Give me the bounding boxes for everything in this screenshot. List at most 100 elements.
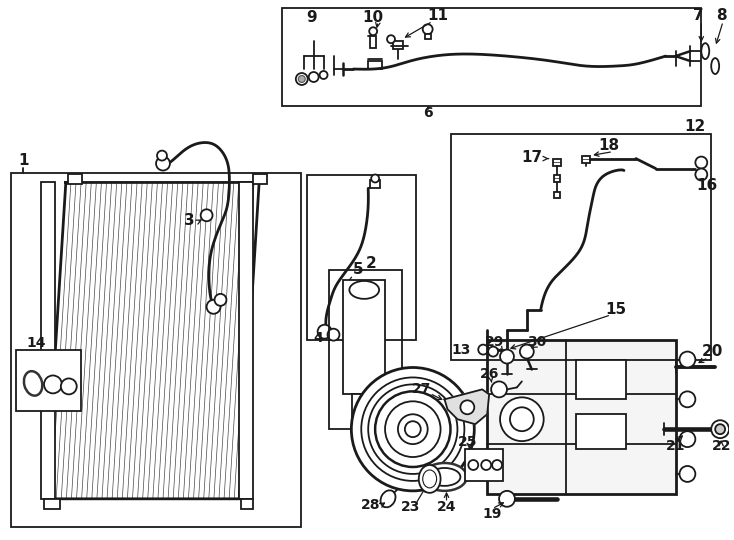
Circle shape [680,392,695,407]
Circle shape [369,27,377,35]
Circle shape [371,174,379,183]
Bar [41,183,55,499]
Circle shape [157,151,167,160]
Text: 3: 3 [184,213,195,228]
Ellipse shape [423,470,437,488]
Text: 24: 24 [437,500,457,514]
Bar [370,180,380,188]
Circle shape [468,460,479,470]
Polygon shape [487,340,675,494]
Bar [307,176,415,340]
Text: 16: 16 [697,178,718,193]
Circle shape [680,352,695,368]
Text: 26: 26 [479,367,499,381]
Text: 17: 17 [521,150,542,165]
Ellipse shape [24,371,43,396]
Circle shape [387,35,395,43]
Circle shape [715,424,725,434]
Bar [16,349,81,411]
Circle shape [460,400,474,414]
Circle shape [491,381,507,397]
Text: 8: 8 [716,8,727,23]
Circle shape [423,24,432,34]
Ellipse shape [422,463,467,491]
Text: 1: 1 [18,153,29,168]
Ellipse shape [711,58,719,74]
Ellipse shape [419,465,440,493]
Circle shape [368,384,457,474]
Circle shape [520,345,534,359]
Circle shape [361,377,465,481]
Circle shape [298,76,305,83]
Circle shape [680,466,695,482]
Text: 22: 22 [711,439,731,453]
Circle shape [375,392,451,467]
Bar [553,176,559,183]
Bar [465,449,503,481]
Bar [553,159,561,166]
Circle shape [500,397,544,441]
Text: 7: 7 [693,8,704,23]
Bar [582,156,590,163]
Circle shape [61,379,77,394]
Text: 14: 14 [26,336,46,349]
Bar [576,414,626,449]
Circle shape [482,460,491,470]
Bar [68,174,81,185]
Bar [253,174,267,185]
Text: 6: 6 [423,106,432,120]
Bar [487,340,675,494]
Circle shape [510,407,534,431]
Circle shape [352,368,474,491]
Bar [352,394,374,422]
Bar [241,499,253,509]
Text: 2: 2 [366,255,377,271]
Circle shape [206,300,220,314]
Circle shape [385,401,440,457]
Circle shape [296,73,308,85]
Bar [44,499,60,509]
Bar [370,36,376,48]
Text: 30: 30 [527,335,546,349]
Text: 18: 18 [598,138,619,153]
Circle shape [711,420,729,438]
Ellipse shape [429,468,460,486]
Text: 15: 15 [606,302,627,318]
Bar [344,280,385,394]
Bar [451,134,711,360]
Polygon shape [445,389,489,424]
Circle shape [695,157,708,168]
Polygon shape [46,183,259,499]
Bar [329,270,402,429]
Ellipse shape [701,43,709,59]
Text: 19: 19 [482,507,502,521]
Bar [282,8,701,106]
Circle shape [156,157,170,171]
Text: 25: 25 [457,435,477,449]
Text: 27: 27 [412,382,432,396]
Ellipse shape [349,281,379,299]
Text: 5: 5 [353,262,363,278]
Circle shape [327,329,339,341]
Text: 11: 11 [427,8,448,23]
Circle shape [680,431,695,447]
Circle shape [319,71,327,79]
Circle shape [499,491,515,507]
Text: 9: 9 [306,10,317,25]
Bar [553,192,559,198]
Circle shape [214,294,226,306]
Bar [576,360,626,400]
Bar [393,41,403,49]
Circle shape [695,168,708,180]
Text: 10: 10 [363,10,384,25]
Circle shape [44,375,62,393]
Circle shape [200,210,213,221]
Circle shape [318,325,332,339]
Circle shape [479,345,488,355]
Bar [368,61,382,69]
Text: 12: 12 [685,119,706,134]
Bar [239,183,253,499]
Text: 28: 28 [360,498,380,512]
Ellipse shape [380,490,396,507]
Bar [425,34,431,39]
